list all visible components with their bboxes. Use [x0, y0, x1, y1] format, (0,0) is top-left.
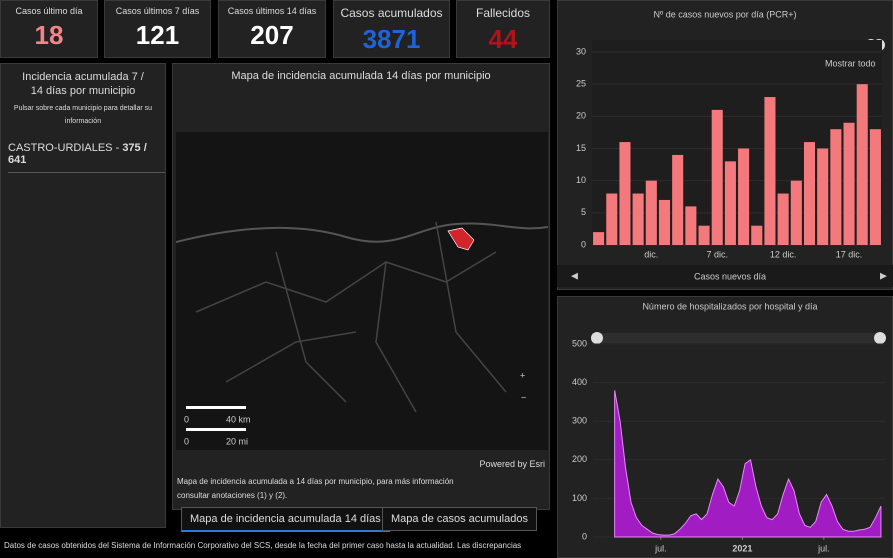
scale-label: 40 km	[226, 414, 251, 424]
x-tick-label: 12 dic.	[770, 249, 797, 259]
y-tick-label: 400	[572, 377, 587, 387]
card: Casos último día 18	[0, 0, 98, 58]
x-tick-label: 7 dic.	[706, 249, 728, 259]
y-tick-label: 300	[572, 416, 587, 426]
zoom-in[interactable]: +	[520, 370, 525, 380]
bar	[751, 225, 763, 245]
bar	[698, 225, 710, 245]
bar	[632, 193, 644, 245]
bar	[830, 129, 842, 245]
map-note: Mapa de incidencia acumulada a 14 días p…	[177, 477, 454, 500]
zoom-out[interactable]: −	[521, 392, 526, 402]
bar	[817, 148, 829, 245]
area	[614, 390, 882, 538]
y-tick-label: 100	[572, 493, 587, 503]
x-axis-label: Casos nuevos día	[694, 271, 766, 281]
scale-label: 0	[184, 436, 189, 446]
y-tick-label: 25	[576, 79, 586, 89]
card-value: 44	[488, 24, 518, 54]
x-tick-label: jul.	[817, 543, 830, 553]
bar	[843, 122, 855, 245]
map-credit: Powered by Esri	[479, 459, 545, 469]
card-label: Casos acumulados	[340, 6, 443, 20]
card: Casos acumulados 3871	[333, 0, 450, 58]
bar	[856, 84, 868, 246]
x-tick-label: 17 dic.	[836, 249, 863, 259]
y-tick-label: 10	[576, 175, 586, 185]
x-tick-label: 2021	[732, 543, 752, 553]
bar	[790, 180, 802, 245]
bar	[619, 142, 631, 245]
card-label: Casos último día	[15, 6, 83, 16]
sidebar: Incidencia acumulada 7 / 14 días por mun…	[0, 63, 166, 528]
x-tick-label: dic.	[644, 249, 658, 259]
bar	[869, 129, 881, 245]
card: Fallecidos 44	[456, 0, 550, 58]
y-tick-label: 20	[576, 111, 586, 121]
y-tick-label: 200	[572, 454, 587, 464]
card: Casos últimos 14 días 207	[218, 0, 326, 58]
scroll-right[interactable]: ▶	[880, 270, 887, 280]
map-panel: Mapa de incidencia acumulada 14 días por…	[172, 63, 550, 510]
bar	[711, 109, 723, 246]
sidebar-hint: Pulsar sobre cada municipio para detalla…	[13, 105, 153, 125]
bar	[672, 154, 684, 245]
scale-label: 0	[184, 414, 189, 424]
scroll-left[interactable]: ◀	[571, 270, 578, 280]
bar	[777, 193, 789, 245]
x-tick-label: jul.	[654, 543, 667, 553]
card-value: 207	[250, 20, 294, 50]
map-title: Mapa de incidencia acumulada 14 días por…	[231, 70, 491, 82]
card: Casos últimos 7 días 121	[104, 0, 211, 58]
tab[interactable]: Mapa de casos acumulados	[382, 507, 537, 531]
footer: Datos de casos obtenidos del Sistema de …	[4, 541, 522, 550]
button[interactable]: Mostrar todo	[825, 58, 876, 68]
bar	[764, 97, 776, 246]
selection[interactable]: CASTRO-URDIALES - 375 / 641	[8, 142, 165, 173]
card-value: 18	[34, 20, 64, 50]
sidebar-title: Incidencia acumulada 7 / 14 días por mun…	[22, 71, 144, 97]
y-tick-label: 15	[576, 143, 586, 153]
y-tick-label: 500	[572, 338, 587, 348]
card-label: Fallecidos	[475, 6, 531, 20]
bar	[803, 142, 816, 245]
bar	[685, 206, 697, 245]
bar	[724, 161, 736, 245]
bar	[645, 180, 657, 245]
selection-value: 375 / 641	[8, 142, 147, 166]
y-tick-label: 0	[581, 239, 586, 249]
card-value: 121	[135, 20, 180, 50]
y-tick-label: 0	[582, 531, 587, 541]
scale-label: 20 mi	[226, 436, 248, 446]
bar	[593, 232, 605, 245]
card-label: Casos últimos 7 días	[115, 6, 200, 16]
tab[interactable]: Mapa de incidencia acumulada 14 días	[181, 507, 390, 532]
y-tick-label: 30	[576, 46, 586, 56]
card-label: Casos últimos 14 días	[227, 6, 317, 16]
y-tick-label: 5	[581, 207, 586, 217]
bar	[738, 148, 750, 245]
chart-title: Nº de casos nuevos por día (PCR+)	[653, 9, 796, 19]
bar	[658, 199, 671, 245]
card-value: 3871	[362, 24, 421, 54]
selection-name: CASTRO-URDIALES -	[8, 142, 120, 154]
bar	[606, 193, 618, 245]
chart-title: Número de hospitalizados por hospital y …	[642, 301, 817, 311]
map[interactable]: 0 40 km 0 20 mi + −	[176, 132, 548, 450]
